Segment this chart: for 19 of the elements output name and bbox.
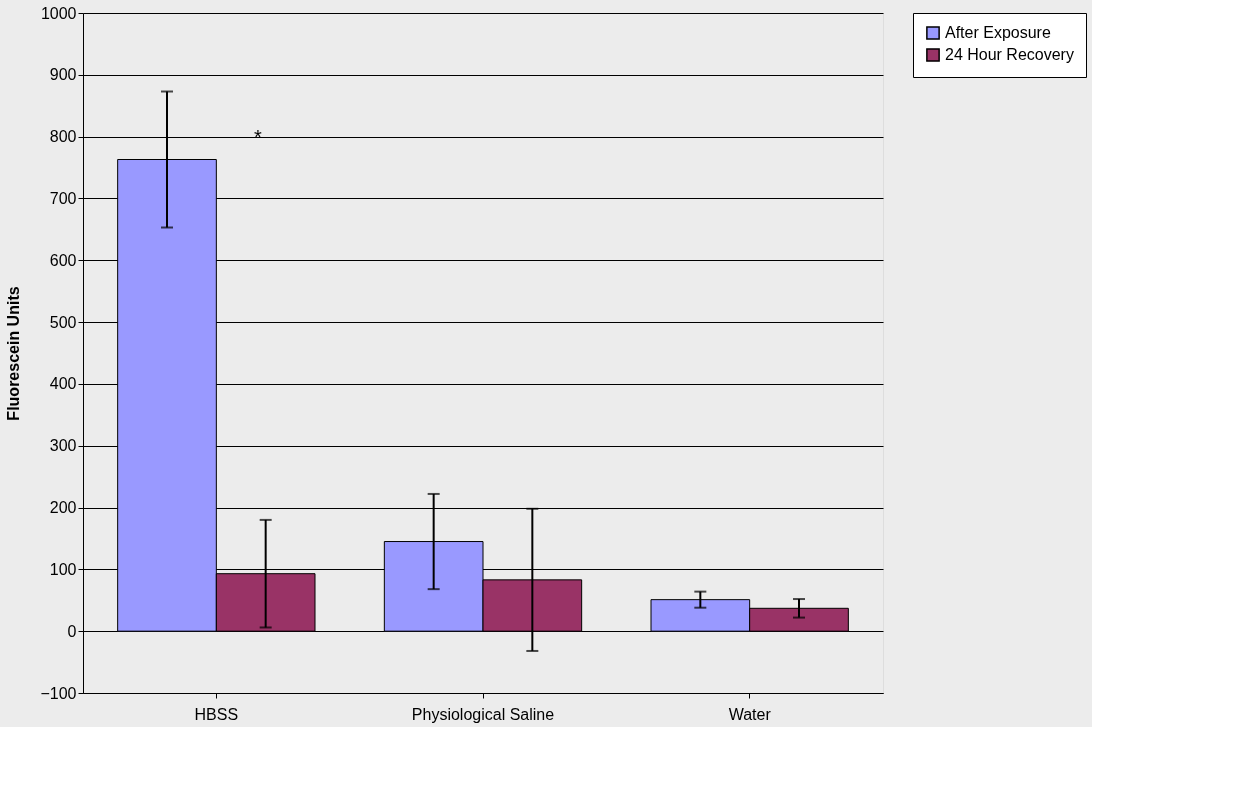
y-tick-label: 300 — [49, 437, 77, 455]
legend-label: After Exposure — [945, 24, 1051, 41]
y-tick-label: 200 — [49, 499, 77, 517]
y-tick-label: 900 — [49, 66, 77, 84]
y-tick-label: 700 — [49, 189, 77, 207]
y-tick-label: 600 — [49, 251, 77, 269]
y-tick-label: 1000 — [40, 4, 77, 22]
y-tick-label: −100 — [40, 684, 77, 702]
y-tick-label: 500 — [49, 313, 77, 331]
y-tick-label: 0 — [67, 622, 77, 640]
x-tick-label: HBSS — [194, 705, 239, 723]
x-tick-label: Water — [728, 705, 772, 723]
y-tick-label: 400 — [49, 375, 77, 393]
x-tick-label: Physiological Saline — [411, 705, 555, 723]
legend-label: 24 Hour Recovery — [945, 46, 1074, 63]
y-tick-label: 800 — [49, 128, 77, 146]
annotation: * — [254, 126, 263, 148]
y-tick-label: 100 — [49, 560, 77, 578]
y-axis-title: Fluorescein Units — [5, 286, 23, 421]
